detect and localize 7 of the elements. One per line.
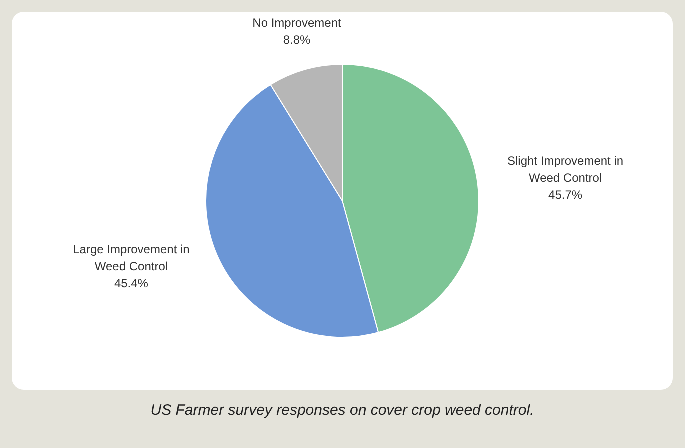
data-label: 8.8%: [283, 33, 312, 48]
slice-label: Large Improvement in Weed Control: [73, 242, 190, 274]
slice-label: Slight Improvement in Weed Control: [508, 154, 624, 186]
text: US Farmer survey responses on cover crop weed control.: [150, 402, 536, 419]
data-label: 45.7%: [548, 188, 583, 202]
slice-label: No Improvement: [252, 16, 342, 30]
data-label: 45.4%: [114, 276, 149, 291]
